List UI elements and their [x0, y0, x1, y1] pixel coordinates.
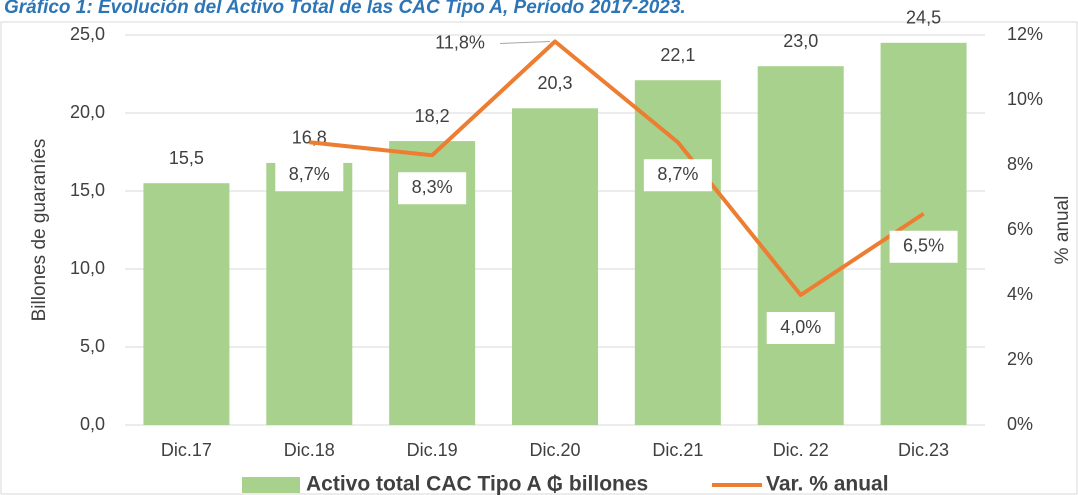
bar-value-label: 20,3 — [537, 73, 572, 93]
y2-tick-label: 4% — [1007, 284, 1033, 304]
line-label-box — [275, 159, 344, 192]
x-tick-label: Dic. 22 — [773, 440, 829, 460]
line-value-label: 8,3% — [412, 177, 453, 197]
line-label-box — [643, 159, 712, 192]
line-label-box — [766, 312, 835, 344]
chart-title: Gráfico 1: Evolución del Activo Total de… — [4, 0, 686, 18]
y2-axis-title: % anual — [1052, 196, 1073, 265]
y2-tick-label: 10% — [1007, 89, 1043, 109]
bar-value-label: 18,2 — [415, 106, 450, 126]
legend-label: Activo total CAC Tipo A ₲ billones — [306, 473, 648, 495]
line-value-label: 8,7% — [657, 164, 698, 184]
y2-tick-label: 8% — [1007, 154, 1033, 174]
bar — [143, 183, 230, 425]
y-tick-label: 10,0 — [70, 258, 105, 278]
bar-value-label: 23,0 — [783, 31, 818, 51]
bar — [266, 162, 353, 426]
y2-tick-label: 6% — [1007, 219, 1033, 239]
y-tick-label: 15,0 — [70, 180, 105, 200]
y-tick-label: 5,0 — [80, 336, 105, 356]
x-tick-label: Dic.17 — [161, 440, 212, 460]
line-label-box — [398, 172, 467, 205]
legend-swatch — [242, 477, 300, 493]
y-tick-label: 0,0 — [80, 414, 105, 434]
x-tick-label: Dic.21 — [652, 440, 703, 460]
bar — [512, 108, 598, 425]
chart-border — [0, 21, 1078, 495]
line-value-label: 4,0% — [780, 317, 821, 337]
leader-line — [499, 41, 551, 44]
y-tick-label: 20,0 — [70, 102, 105, 122]
y2-tick-label: 2% — [1007, 349, 1033, 369]
bar — [757, 66, 844, 425]
x-tick-label: Dic.20 — [529, 440, 580, 460]
x-tick-label: Dic.19 — [407, 440, 458, 460]
bar-value-label: 24,5 — [906, 8, 941, 28]
x-tick-label: Dic.23 — [898, 440, 949, 460]
y-tick-label: 25,0 — [70, 24, 105, 44]
line-value-label: 8,7% — [289, 164, 330, 184]
x-tick-label: Dic.18 — [284, 440, 335, 460]
y2-tick-label: 0% — [1007, 414, 1033, 434]
bar-value-label: 15,5 — [169, 148, 204, 168]
bar — [634, 80, 721, 426]
line-label-box — [889, 230, 958, 263]
bar-value-label: 22,1 — [660, 45, 695, 65]
line-value-label: 11,8% — [435, 32, 485, 52]
y2-tick-label: 12% — [1007, 24, 1043, 44]
line-value-label: 6,5% — [903, 236, 944, 256]
line — [309, 39, 925, 297]
legend-label: Var. % anual — [766, 473, 889, 495]
y-axis-title: Billones de guaraníes — [29, 139, 50, 322]
